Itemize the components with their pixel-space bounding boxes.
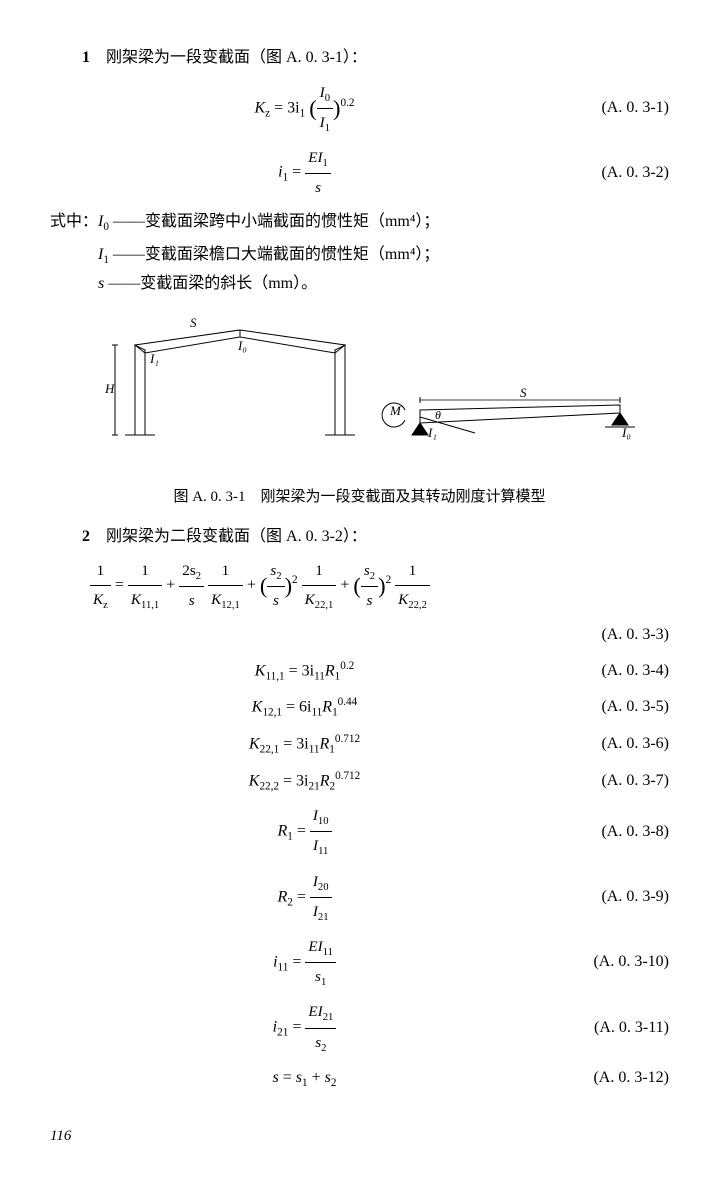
equation-4-number: (A. 0. 3-4) (559, 657, 669, 686)
equation-9-body: R2 = I20I21 (50, 868, 559, 927)
equation-6-body: K22,1 = 3i11R10.712 (50, 729, 559, 760)
equation-2-body: i1 = EI1s (50, 144, 559, 202)
equation-5: K12,1 = 6i11R10.44 (A. 0. 3-5) (50, 692, 669, 723)
figure-a031: H I₁ I₀ S M θ I₁ I₀ S (50, 315, 669, 476)
equation-11-number: (A. 0. 3-11) (559, 1014, 669, 1043)
label-I0b: I₀ (621, 425, 631, 440)
label-M: M (389, 403, 402, 418)
equation-11-body: i21 = EI21s2 (50, 998, 559, 1057)
equation-1: Kz = 3i1 (I0I1)0.2 (A. 0. 3-1) (50, 79, 669, 138)
equation-11: i21 = EI21s2 (A. 0. 3-11) (50, 998, 669, 1057)
equation-9: R2 = I20I21 (A. 0. 3-9) (50, 868, 669, 927)
equation-4: K11,1 = 3i11R10.2 (A. 0. 3-4) (50, 656, 669, 687)
equation-8-body: R1 = I10I11 (50, 802, 559, 861)
equation-6: K22,1 = 3i11R10.712 (A. 0. 3-6) (50, 729, 669, 760)
equation-3-body: 1Kz = 1K11,1 + 2s2s 1K12,1 + (s2s)2 1K22… (50, 557, 669, 615)
equation-7-number: (A. 0. 3-7) (559, 767, 669, 796)
equation-4-body: K11,1 = 3i11R10.2 (50, 656, 559, 687)
equation-5-body: K12,1 = 6i11R10.44 (50, 692, 559, 723)
label-theta: θ (435, 408, 441, 422)
where-clause: 式中：I0 ——变截面梁跨中小端截面的惯性矩（mm⁴）； I1 ——变截面梁檐口… (50, 208, 669, 300)
label-I0a: I₀ (237, 338, 247, 353)
equation-2-number: (A. 0. 3-2) (559, 159, 669, 188)
equation-12-number: (A. 0. 3-12) (559, 1064, 669, 1093)
equation-7: K22,2 = 3i21R20.712 (A. 0. 3-7) (50, 766, 669, 797)
label-H: H (104, 381, 115, 396)
equation-3-numrow: (A. 0. 3-3) (50, 621, 669, 650)
equation-6-number: (A. 0. 3-6) (559, 730, 669, 759)
equation-8-number: (A. 0. 3-8) (559, 818, 669, 847)
equation-12-body: s = s1 + s2 (50, 1064, 559, 1093)
section-1-num: 1 (82, 49, 90, 66)
equation-1-body: Kz = 3i1 (I0I1)0.2 (50, 79, 559, 138)
label-S1: S (190, 315, 197, 330)
page-number: 116 (50, 1123, 669, 1150)
section-1-text: 刚架梁为一段变截面（图 A. 0. 3-1）： (106, 49, 367, 66)
equation-5-number: (A. 0. 3-5) (559, 693, 669, 722)
figure-svg: H I₁ I₀ S M θ I₁ I₀ S (80, 315, 640, 465)
equation-3-number: (A. 0. 3-3) (559, 621, 669, 650)
equation-2: i1 = EI1s (A. 0. 3-2) (50, 144, 669, 202)
label-S2: S (520, 385, 527, 400)
equation-3: 1Kz = 1K11,1 + 2s2s 1K12,1 + (s2s)2 1K22… (50, 557, 669, 615)
equation-10: i11 = EI11s1 (A. 0. 3-10) (50, 933, 669, 992)
section-2-text: 刚架梁为二段变截面（图 A. 0. 3-2）： (106, 528, 367, 545)
equation-9-number: (A. 0. 3-9) (559, 883, 669, 912)
equation-8: R1 = I10I11 (A. 0. 3-8) (50, 802, 669, 861)
equation-7-body: K22,2 = 3i21R20.712 (50, 766, 559, 797)
label-I1b: I₁ (427, 425, 437, 440)
section-1-header: 1 刚架梁为一段变截面（图 A. 0. 3-1）： (50, 44, 669, 73)
section-2-header: 2 刚架梁为二段变截面（图 A. 0. 3-2）： (50, 523, 669, 552)
equation-10-number: (A. 0. 3-10) (559, 948, 669, 977)
equation-12: s = s1 + s2 (A. 0. 3-12) (50, 1064, 669, 1093)
section-2-num: 2 (82, 528, 90, 545)
equation-10-body: i11 = EI11s1 (50, 933, 559, 992)
figure-caption: 图 A. 0. 3-1 刚架梁为一段变截面及其转动刚度计算模型 (50, 484, 669, 511)
equation-1-number: (A. 0. 3-1) (559, 94, 669, 123)
label-I1a: I₁ (149, 351, 159, 366)
